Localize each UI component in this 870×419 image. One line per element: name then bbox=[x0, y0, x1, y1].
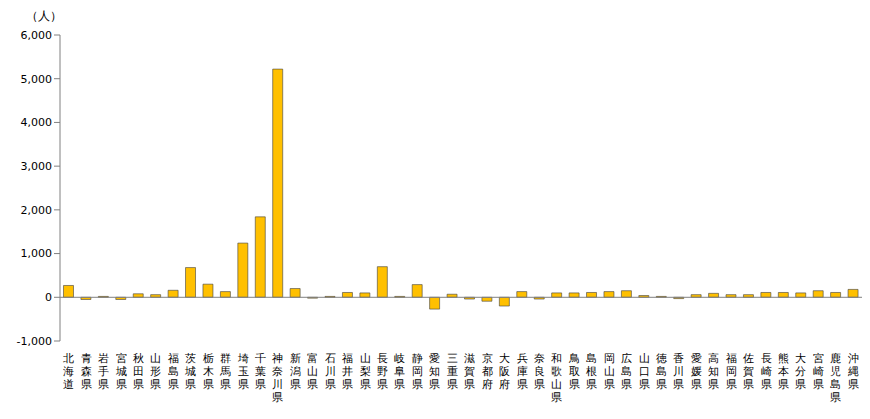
svg-text:岩手県: 岩手県 bbox=[98, 352, 109, 391]
svg-text:福井県: 福井県 bbox=[342, 352, 353, 391]
svg-text:和歌山県: 和歌山県 bbox=[551, 352, 562, 404]
svg-text:栃木県: 栃木県 bbox=[203, 352, 214, 391]
svg-text:岡山県: 岡山県 bbox=[604, 352, 615, 391]
svg-text:愛知県: 愛知県 bbox=[429, 352, 440, 391]
svg-text:三重県: 三重県 bbox=[447, 352, 458, 391]
svg-text:青森県: 青森県 bbox=[81, 352, 92, 391]
svg-text:鳥取県: 鳥取県 bbox=[568, 352, 580, 391]
svg-text:宮崎県: 宮崎県 bbox=[813, 352, 824, 391]
svg-text:大阪府: 大阪府 bbox=[499, 352, 510, 391]
svg-text:福島県: 福島県 bbox=[168, 352, 179, 391]
svg-text:長崎県: 長崎県 bbox=[761, 352, 772, 391]
svg-text:3,000: 3,000 bbox=[21, 160, 53, 173]
svg-text:群馬県: 群馬県 bbox=[219, 352, 231, 391]
svg-text:長野県: 長野県 bbox=[377, 352, 388, 391]
svg-text:6,000: 6,000 bbox=[21, 29, 53, 42]
svg-text:埼玉県: 埼玉県 bbox=[237, 352, 249, 391]
svg-text:神奈川県: 神奈川県 bbox=[272, 352, 283, 404]
svg-text:広島県: 広島県 bbox=[621, 352, 632, 391]
svg-text:富山県: 富山県 bbox=[307, 352, 318, 391]
svg-text:千葉県: 千葉県 bbox=[255, 352, 266, 391]
svg-text:大分県: 大分県 bbox=[795, 352, 806, 391]
svg-text:北海道: 北海道 bbox=[63, 352, 74, 391]
svg-text:徳島県: 徳島県 bbox=[656, 352, 667, 391]
svg-text:沖縄県: 沖縄県 bbox=[847, 352, 859, 391]
svg-text:山形県: 山形県 bbox=[150, 352, 161, 391]
svg-text:岐阜県: 岐阜県 bbox=[394, 352, 405, 391]
svg-text:0: 0 bbox=[45, 291, 52, 304]
svg-text:茨城県: 茨城県 bbox=[184, 352, 196, 391]
svg-text:鹿児島県: 鹿児島県 bbox=[830, 352, 841, 404]
svg-text:高知県: 高知県 bbox=[708, 352, 719, 391]
svg-text:山梨県: 山梨県 bbox=[360, 352, 371, 391]
svg-text:秋田県: 秋田県 bbox=[133, 352, 144, 391]
svg-text:島根県: 島根県 bbox=[586, 352, 597, 391]
svg-text:静岡県: 静岡県 bbox=[412, 352, 423, 391]
svg-text:佐賀県: 佐賀県 bbox=[743, 352, 754, 391]
svg-text:-1,000: -1,000 bbox=[17, 335, 52, 348]
svg-text:1,000: 1,000 bbox=[21, 247, 53, 260]
svg-text:熊本県: 熊本県 bbox=[778, 352, 789, 391]
html-text:（人）: （人） bbox=[26, 9, 62, 23]
svg-text:2,000: 2,000 bbox=[21, 204, 53, 217]
svg-text:京都府: 京都府 bbox=[482, 352, 493, 391]
svg-text:5,000: 5,000 bbox=[21, 73, 53, 86]
svg-text:宮城県: 宮城県 bbox=[115, 352, 127, 391]
svg-text:滋賀県: 滋賀県 bbox=[464, 352, 475, 391]
svg-text:香川県: 香川県 bbox=[673, 352, 684, 391]
svg-text:山口県: 山口県 bbox=[639, 352, 650, 391]
svg-text:福岡県: 福岡県 bbox=[726, 352, 737, 391]
svg-text:石川県: 石川県 bbox=[325, 352, 336, 391]
svg-text:愛媛県: 愛媛県 bbox=[691, 352, 702, 391]
svg-text:4,000: 4,000 bbox=[21, 116, 53, 129]
svg-text:奈良県: 奈良県 bbox=[534, 352, 545, 391]
svg-text:兵庫県: 兵庫県 bbox=[517, 352, 528, 391]
svg-text:新潟県: 新潟県 bbox=[290, 352, 301, 391]
